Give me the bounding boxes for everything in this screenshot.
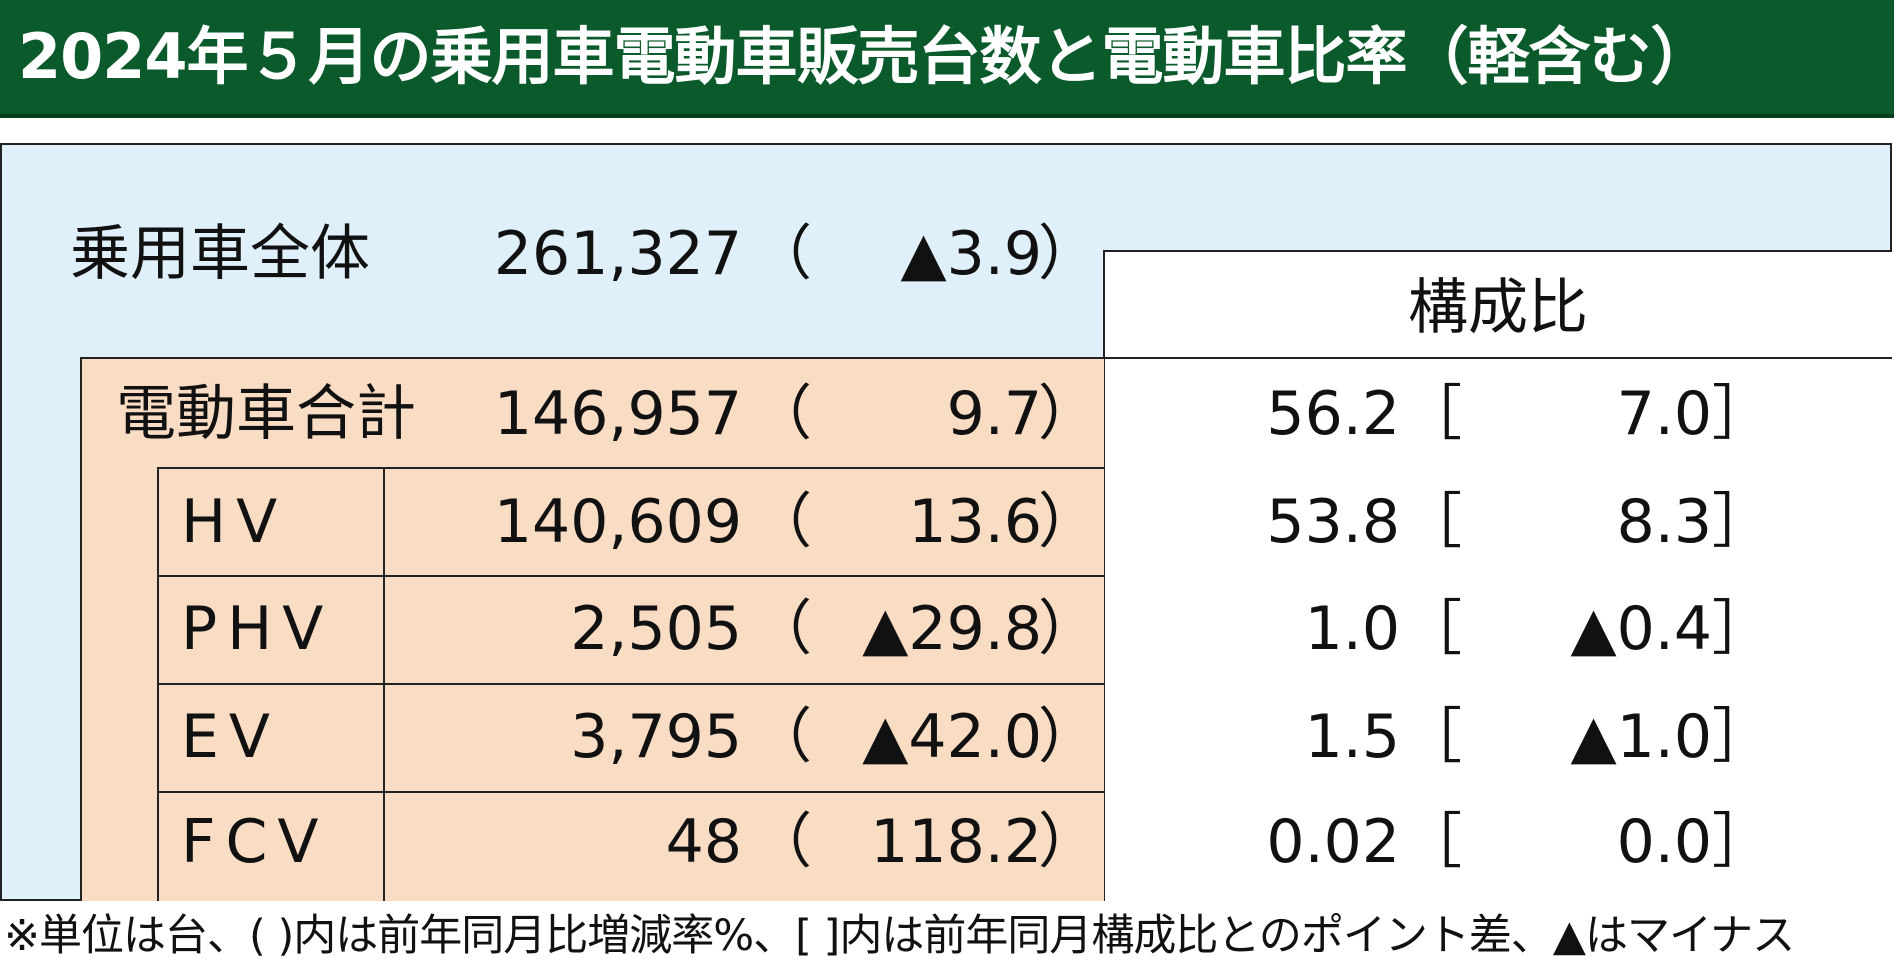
bracket-open: ［ xyxy=(1402,379,1462,449)
row-line xyxy=(157,791,1104,793)
paren-open: （ xyxy=(752,487,812,557)
bracket-open: ［ xyxy=(1402,702,1462,772)
share: 0.02 xyxy=(1266,807,1400,877)
bracket-open: ［ xyxy=(1402,807,1462,877)
row-label: 電動車合計 xyxy=(116,379,416,449)
share-diff: 0.0 xyxy=(1616,807,1712,877)
bracket-close: ］ xyxy=(1712,807,1772,877)
share-diff: 8.3 xyxy=(1616,487,1712,557)
bracket-open: ［ xyxy=(1402,594,1462,664)
count: 261,327 xyxy=(493,219,742,289)
composition-header-line xyxy=(1103,357,1892,359)
row-label: PHV xyxy=(181,594,334,664)
paren-close: ） xyxy=(1038,219,1098,289)
share: 56.2 xyxy=(1266,379,1400,449)
paren-close: ） xyxy=(1038,807,1098,877)
paren-open: （ xyxy=(752,594,812,664)
paren-open: （ xyxy=(752,807,812,877)
title-bar: 2024年５月の乗用車電動車販売台数と電動車比率（軽含む） xyxy=(0,0,1894,118)
paren-close: ） xyxy=(1038,702,1098,772)
title: 2024年５月の乗用車電動車販売台数と電動車比率（軽含む） xyxy=(18,20,1713,93)
paren-close: ） xyxy=(1038,487,1098,557)
row-label: FCV xyxy=(181,807,329,877)
row-label: 乗用車全体 xyxy=(70,219,370,289)
ev-total-area xyxy=(80,357,1104,901)
share: 1.0 xyxy=(1304,594,1400,664)
yoy: ▲42.0 xyxy=(862,702,1042,772)
share-diff: 7.0 xyxy=(1616,379,1712,449)
paren-close: ） xyxy=(1038,594,1098,664)
paren-close: ） xyxy=(1038,379,1098,449)
paren-open: （ xyxy=(752,702,812,772)
bracket-open: ［ xyxy=(1402,487,1462,557)
count: 3,795 xyxy=(570,702,742,772)
share-diff: ▲0.4 xyxy=(1570,594,1712,664)
count: 146,957 xyxy=(493,379,742,449)
bracket-close: ］ xyxy=(1712,594,1772,664)
yoy: 13.6 xyxy=(908,487,1042,557)
yoy: 9.7 xyxy=(946,379,1042,449)
composition-header: 構成比 xyxy=(1408,273,1588,343)
yoy: ▲3.9 xyxy=(900,219,1042,289)
bracket-close: ］ xyxy=(1712,487,1772,557)
bracket-close: ］ xyxy=(1712,379,1772,449)
share-diff: ▲1.0 xyxy=(1570,702,1712,772)
count: 2,505 xyxy=(570,594,742,664)
row-label: HV xyxy=(181,487,288,557)
count: 48 xyxy=(665,807,742,877)
bracket-close: ］ xyxy=(1712,702,1772,772)
share: 1.5 xyxy=(1304,702,1400,772)
footnote: ※単位は台、( )内は前年同月比増減率%、[ ]内は前年同月構成比とのポイント差… xyxy=(4,911,1795,961)
row-label: EV xyxy=(181,702,280,772)
paren-open: （ xyxy=(752,379,812,449)
row-line xyxy=(157,575,1104,577)
yoy: 118.2 xyxy=(870,807,1042,877)
count: 140,609 xyxy=(493,487,742,557)
row-line xyxy=(157,683,1104,685)
paren-open: （ xyxy=(752,219,812,289)
yoy: ▲29.8 xyxy=(862,594,1042,664)
share: 53.8 xyxy=(1266,487,1400,557)
